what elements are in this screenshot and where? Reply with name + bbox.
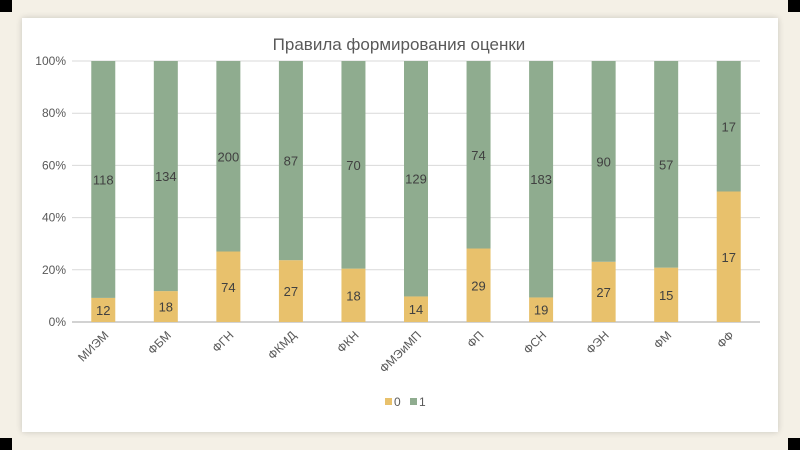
x-category-label: ФМ	[651, 328, 674, 351]
bar-segment-1	[278, 61, 303, 261]
corner-mark	[788, 438, 800, 450]
x-category-label: ФКМД	[265, 328, 299, 362]
y-tick-label: 100%	[35, 54, 66, 68]
y-tick-label: 20%	[42, 263, 66, 277]
data-label-0: 74	[221, 280, 235, 295]
data-label-1: 118	[93, 172, 114, 187]
data-label-1: 129	[405, 172, 427, 187]
bar-segment-1	[404, 61, 428, 297]
corner-mark	[0, 0, 12, 12]
y-tick-label: 80%	[42, 106, 66, 120]
bar-segment-1	[716, 61, 741, 192]
legend-label: 1	[419, 395, 426, 409]
legend-swatch	[385, 398, 392, 405]
data-label-1: 74	[471, 148, 485, 163]
bar-segment-1	[529, 61, 554, 298]
bar-segment-0	[466, 248, 491, 322]
chart-title: Правила формирования оценки	[273, 35, 526, 54]
bar-segment-0	[216, 251, 241, 322]
y-axis: 0% 20% 40% 60% 80% 100%	[35, 54, 66, 329]
bar-segment-0	[91, 297, 116, 322]
x-category-label: ФСН	[521, 328, 550, 357]
data-label-1: 57	[659, 157, 673, 172]
data-label-1: 134	[155, 169, 177, 184]
y-tick-label: 40%	[42, 211, 66, 225]
legend-swatch	[410, 398, 417, 405]
bar-segment-0	[529, 297, 554, 322]
legend-label: 0	[394, 395, 401, 409]
data-label-0: 12	[96, 303, 110, 318]
bar-segment-0	[654, 267, 679, 322]
bar-segment-1	[591, 61, 616, 262]
x-category-label: ФФ	[714, 328, 737, 351]
x-category-label: ФБМ	[145, 328, 174, 357]
bar-segment-1	[216, 61, 241, 252]
data-label-1: 183	[530, 172, 552, 187]
data-label-1: 70	[346, 158, 360, 173]
data-label-0: 15	[659, 288, 673, 303]
bar-segment-0	[716, 191, 741, 322]
y-tick-label: 60%	[42, 158, 66, 172]
bar-segment-1	[654, 61, 679, 268]
data-label-1: 87	[284, 154, 298, 169]
bars: 12 118 18 134 74 200 27 87 18 70 14 129 29 74 19 183 27 9…	[91, 61, 741, 322]
x-category-label: МИЭМ	[75, 328, 111, 364]
x-category-label: ФМЭиМП	[377, 328, 424, 375]
bar-segment-0	[278, 260, 303, 322]
bar-segment-1	[466, 61, 491, 249]
data-label-0: 18	[346, 288, 360, 303]
x-axis: МИЭМ ФБМ ФГН ФКМД ФКН ФМЭиМП ФП ФСН ФЭН ФМ ФФ	[75, 328, 737, 375]
data-label-0: 17	[721, 250, 735, 265]
data-label-1: 200	[218, 149, 240, 164]
bar-segment-0	[591, 261, 616, 322]
x-category-label: ФП	[464, 328, 486, 350]
bar-segment-0	[404, 296, 428, 322]
data-label-0: 27	[284, 284, 298, 299]
corner-mark	[0, 438, 12, 450]
data-label-1: 90	[596, 154, 610, 169]
data-label-1: 17	[721, 119, 735, 134]
corner-mark	[788, 0, 800, 12]
data-label-0: 27	[596, 285, 610, 300]
x-category-label: ФГН	[209, 328, 236, 355]
bar-segment-1	[341, 61, 366, 269]
bar-segment-0	[341, 268, 366, 322]
data-label-0: 14	[409, 302, 423, 317]
data-label-0: 18	[159, 300, 173, 315]
data-label-0: 19	[534, 303, 548, 318]
data-label-0: 29	[471, 278, 485, 293]
bar-segment-0	[153, 291, 178, 322]
bar-segment-1	[153, 61, 178, 292]
slide-card	[22, 18, 778, 432]
x-category-label: ФЭН	[583, 328, 612, 357]
x-category-label: ФКН	[334, 328, 361, 355]
bar-segment-1	[91, 61, 116, 298]
y-tick-label: 0%	[49, 315, 67, 329]
